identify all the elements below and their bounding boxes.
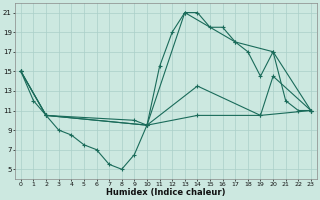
X-axis label: Humidex (Indice chaleur): Humidex (Indice chaleur) bbox=[106, 188, 226, 197]
